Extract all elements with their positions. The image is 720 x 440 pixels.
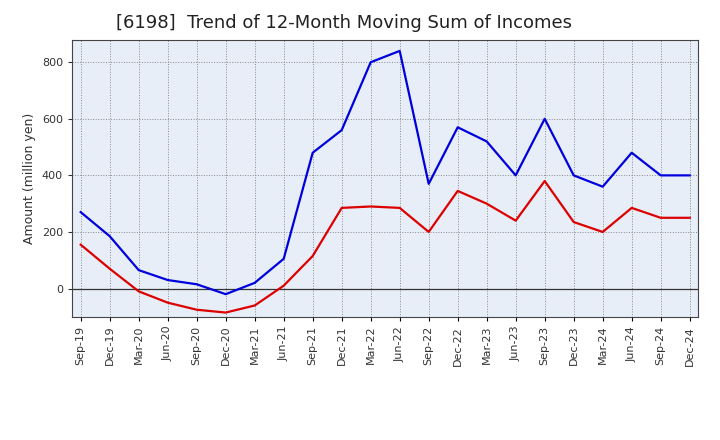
Ordinary Income xyxy=(454,125,462,130)
Net Income xyxy=(454,188,462,194)
Ordinary Income xyxy=(598,184,607,189)
Ordinary Income xyxy=(685,173,694,178)
Ordinary Income xyxy=(163,277,172,282)
Net Income xyxy=(570,220,578,225)
Ordinary Income xyxy=(279,256,288,261)
Line: Net Income: Net Income xyxy=(81,181,690,312)
Ordinary Income xyxy=(366,59,375,65)
Ordinary Income xyxy=(105,234,114,239)
Net Income xyxy=(685,215,694,220)
Net Income xyxy=(657,215,665,220)
Text: [6198]  Trend of 12-Month Moving Sum of Incomes: [6198] Trend of 12-Month Moving Sum of I… xyxy=(116,15,572,33)
Net Income xyxy=(163,300,172,305)
Net Income xyxy=(279,283,288,288)
Ordinary Income xyxy=(511,173,520,178)
Net Income xyxy=(105,266,114,271)
Ordinary Income xyxy=(541,116,549,121)
Net Income xyxy=(366,204,375,209)
Net Income xyxy=(511,218,520,223)
Line: Ordinary Income: Ordinary Income xyxy=(81,51,690,294)
Ordinary Income xyxy=(627,150,636,155)
Ordinary Income xyxy=(221,292,230,297)
Net Income xyxy=(598,229,607,235)
Net Income xyxy=(482,201,491,206)
Net Income xyxy=(135,289,143,294)
Ordinary Income xyxy=(251,280,259,286)
Ordinary Income xyxy=(338,128,346,133)
Ordinary Income xyxy=(482,139,491,144)
Net Income xyxy=(221,310,230,315)
Ordinary Income xyxy=(657,173,665,178)
Net Income xyxy=(192,307,201,312)
Net Income xyxy=(424,229,433,235)
Ordinary Income xyxy=(76,209,85,215)
Ordinary Income xyxy=(395,48,404,54)
Net Income xyxy=(251,303,259,308)
Net Income xyxy=(627,205,636,210)
Net Income xyxy=(541,178,549,183)
Ordinary Income xyxy=(135,268,143,273)
Net Income xyxy=(308,253,317,259)
Y-axis label: Amount (million yen): Amount (million yen) xyxy=(23,113,36,244)
Ordinary Income xyxy=(424,181,433,187)
Net Income xyxy=(76,242,85,247)
Net Income xyxy=(395,205,404,210)
Ordinary Income xyxy=(308,150,317,155)
Ordinary Income xyxy=(192,282,201,287)
Ordinary Income xyxy=(570,173,578,178)
Net Income xyxy=(338,205,346,210)
